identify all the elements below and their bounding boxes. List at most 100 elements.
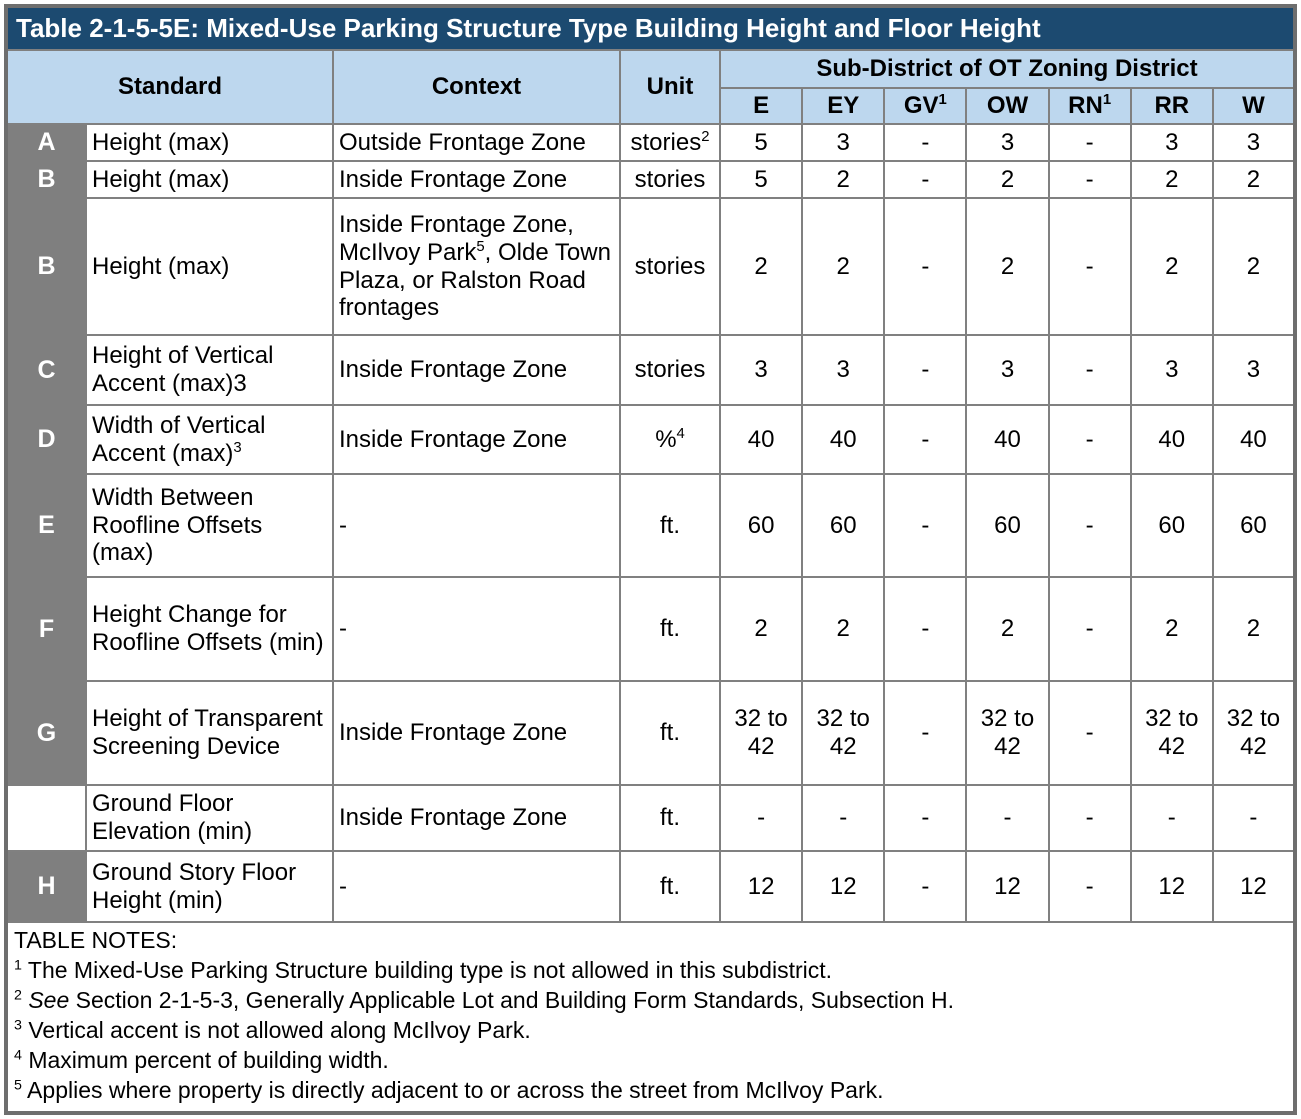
cell-text: stories <box>634 165 706 193</box>
table-row: B Height (max) Inside Frontage Zone, McIlv… <box>5 197 1297 336</box>
cell-value: 60 <box>965 473 1050 578</box>
cell-value: - <box>1129 784 1214 852</box>
cell-context: - <box>332 576 621 682</box>
row-letter: H <box>5 850 87 923</box>
cell-value: - <box>1047 576 1132 682</box>
table-note: 3 Vertical accent is not allowed along M… <box>14 1015 1287 1045</box>
row-letter: F <box>5 576 87 682</box>
table-row: B Height (max) Inside Frontage Zone stories… <box>5 160 1297 199</box>
cell-standard: Height Change for Roofline Offsets (min) <box>85 576 334 682</box>
cell-text: ft. <box>659 615 680 643</box>
cell-value: 3 <box>1211 123 1297 162</box>
cell-value: - <box>801 784 886 852</box>
cell-value: - <box>1047 784 1132 852</box>
cell-value: 12 <box>1211 850 1297 923</box>
cell-text: stories <box>634 356 706 384</box>
cell-value: - <box>883 404 968 475</box>
cell-value: 2 <box>801 160 886 199</box>
cell-standard: Height (max) <box>85 123 334 162</box>
cell-value: 2 <box>718 197 804 336</box>
table-title: Table 2-1-5-5E: Mixed-Use Parking Struct… <box>5 5 1296 51</box>
cell-value: 32 to 42 <box>1211 680 1297 786</box>
cell-text: Applies where property is directly adjac… <box>21 1077 884 1103</box>
table-row: D Width of Vertical Accent (max)3 Inside F… <box>5 404 1297 475</box>
cell-text: Vertical accent is not allowed along McI… <box>21 1017 531 1043</box>
cell-value: 2 <box>1211 160 1297 199</box>
cell-value: - <box>883 197 968 336</box>
cell-text: Inside Frontage Zone <box>339 165 568 193</box>
cell-text: Height (max) <box>92 165 230 193</box>
cell-value: 60 <box>1129 473 1214 578</box>
cell-text: Inside Frontage Zone, McIlvoy Park <box>339 210 574 266</box>
cell-value: 2 <box>965 576 1050 682</box>
cell-value: 3 <box>965 334 1050 406</box>
cell-value: 3 <box>1129 123 1214 162</box>
district-footnote: 1 <box>1102 92 1112 108</box>
cell-context: - <box>332 850 621 923</box>
cell-text: Ground Floor Elevation (min) <box>92 790 253 845</box>
cell-context: Inside Frontage Zone, McIlvoy Park5, Old… <box>332 197 621 336</box>
cell-value: 60 <box>801 473 886 578</box>
header-subdistrict-group: Sub-District of OT Zoning District <box>719 49 1296 89</box>
header-unit: Unit <box>619 49 721 125</box>
cell-unit: ft. <box>619 473 721 578</box>
cell-value: 32 to 42 <box>718 680 804 786</box>
cell-value: - <box>1047 123 1132 162</box>
row-letter: E <box>5 473 87 578</box>
cell-context: Outside Frontage Zone <box>332 123 621 162</box>
cell-unit: stories <box>619 160 721 199</box>
cell-value: 40 <box>965 404 1050 475</box>
district-label: RN <box>1068 92 1103 119</box>
cell-value: 2 <box>965 160 1050 199</box>
table-note: 5 Applies where property is directly adj… <box>14 1075 1287 1105</box>
zoning-table: Table 2-1-5-5E: Mixed-Use Parking Struct… <box>4 4 1297 1115</box>
district-label: RR <box>1154 92 1190 119</box>
header-standard: Standard <box>5 49 334 125</box>
notes-heading: TABLE NOTES: <box>14 927 178 953</box>
cell-unit: %4 <box>619 404 721 475</box>
cell-unit: ft. <box>619 576 721 682</box>
header-row-districts: E EY GV1 OW RN1 RR W <box>6 87 1297 125</box>
table-note: 2 See Section 2-1-5-3, Generally Applica… <box>14 985 1287 1015</box>
cell-value: 5 <box>718 160 804 199</box>
cell-value: - <box>883 334 968 406</box>
footnote-marker: 4 <box>676 425 685 442</box>
cell-value: 2 <box>801 197 886 336</box>
cell-value: 2 <box>801 576 886 682</box>
cell-value: - <box>1047 473 1132 578</box>
cell-context: Inside Frontage Zone <box>332 160 621 199</box>
cell-standard: Height (max) <box>85 160 334 199</box>
footnote-marker: 2 <box>701 128 710 145</box>
cell-value: - <box>883 784 968 852</box>
cell-text: Inside Frontage Zone <box>339 719 568 747</box>
cell-context: Inside Frontage Zone <box>332 784 621 852</box>
cell-value: 3 <box>1211 334 1297 406</box>
cell-standard: Ground Story Floor Height (min) <box>85 850 334 923</box>
row-letter: C <box>5 334 87 406</box>
cell-text: Section 2-1-5-3, Generally Applicable Lo… <box>69 987 954 1013</box>
cell-text: , Olde Town Plaza, or Ralston Road front… <box>339 238 611 322</box>
cell-value: 5 <box>718 123 804 162</box>
cell-value: - <box>1047 197 1132 336</box>
footnote-marker: 3 <box>14 1017 22 1034</box>
cell-standard: Height (max) <box>85 197 334 336</box>
cell-value: 3 <box>718 334 804 406</box>
cell-text: ft. <box>659 719 680 747</box>
header-district-gv: GV1 <box>883 87 968 125</box>
cell-unit: stories <box>619 334 721 406</box>
district-label: E <box>753 92 770 119</box>
table-row: E Width Between Roofline Offsets (max) - ft… <box>5 473 1297 578</box>
cell-value: 3 <box>1129 334 1214 406</box>
cell-text: stories <box>634 252 706 280</box>
cell-value: 40 <box>718 404 804 475</box>
cell-value: - <box>1047 404 1132 475</box>
table-body: A Height (max) Outside Frontage Zone storie… <box>5 123 1297 923</box>
cell-standard: Width Between Roofline Offsets (max) <box>85 473 334 578</box>
cell-context: Inside Frontage Zone <box>332 680 621 786</box>
cell-text: See <box>28 987 70 1013</box>
title-row: Table 2-1-5-5E: Mixed-Use Parking Struct… <box>5 5 1296 51</box>
district-label: GV <box>903 92 939 119</box>
cell-text: Outside Frontage Zone <box>339 128 586 156</box>
cell-standard: Ground Floor Elevation (min) <box>85 784 334 852</box>
cell-text: Inside Frontage Zone <box>339 804 568 832</box>
